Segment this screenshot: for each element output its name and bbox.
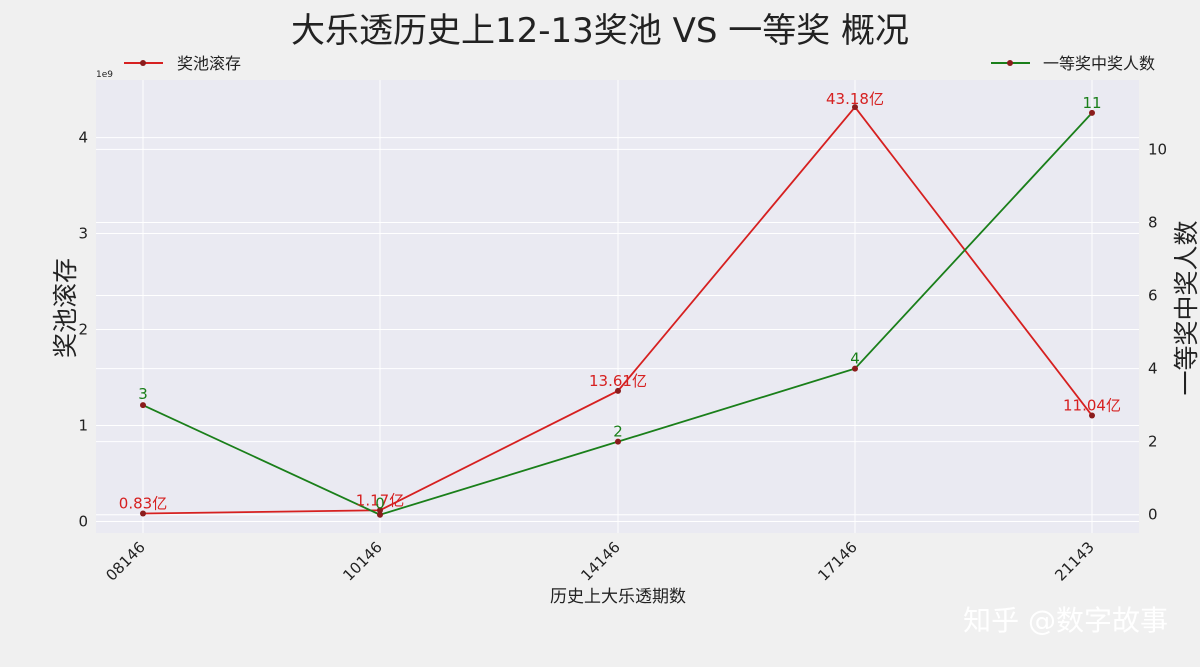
data-point bbox=[140, 402, 146, 409]
y-left-tick-label: 0 bbox=[78, 512, 88, 530]
x-tick-label: 21143 bbox=[1051, 538, 1097, 584]
y-left-tick-label: 2 bbox=[78, 321, 88, 339]
data-label: 0.83亿 bbox=[119, 495, 167, 513]
data-label: 3 bbox=[138, 385, 148, 403]
data-label: 0 bbox=[375, 495, 385, 513]
legend-marker-pool bbox=[140, 60, 146, 66]
data-point bbox=[1089, 109, 1095, 116]
data-point bbox=[852, 104, 858, 111]
series-group bbox=[140, 104, 1095, 518]
y-right-tick-label: 10 bbox=[1148, 140, 1167, 158]
y-left-exponent: 1e9 bbox=[96, 70, 113, 80]
x-tick-label: 14146 bbox=[577, 538, 623, 584]
data-point bbox=[852, 365, 858, 372]
y-right-tick-label: 2 bbox=[1148, 433, 1158, 451]
legend-marker-winners bbox=[1007, 60, 1013, 66]
data-point bbox=[377, 511, 383, 518]
data-point bbox=[615, 438, 621, 445]
y-right-tick-label: 8 bbox=[1148, 213, 1158, 231]
data-labels: 0.83亿 1.17亿 13.61亿 43.18亿 11.04亿 3 0 2 4 11 bbox=[119, 90, 1121, 513]
y-right-label: 一等奖中奖人数 bbox=[1172, 220, 1200, 395]
data-label: 4 bbox=[850, 350, 860, 368]
data-label: 1.17亿 bbox=[356, 491, 404, 509]
data-label: 13.61亿 bbox=[589, 372, 647, 390]
data-label: 11 bbox=[1082, 94, 1101, 112]
x-tick-label: 08146 bbox=[102, 538, 148, 584]
data-point bbox=[140, 510, 146, 517]
data-point bbox=[1089, 412, 1095, 419]
y-left-tick-label: 4 bbox=[78, 129, 88, 147]
watermark: 知乎 @数字故事 bbox=[963, 604, 1168, 637]
y-right-tick-label: 6 bbox=[1148, 287, 1158, 305]
grid bbox=[96, 80, 1139, 533]
y-left-tick-label: 3 bbox=[78, 225, 88, 243]
legend-right: 一等奖中奖人数 bbox=[991, 54, 1155, 73]
data-label: 11.04亿 bbox=[1063, 397, 1121, 415]
y-right-tick-label: 4 bbox=[1148, 360, 1158, 378]
data-point bbox=[377, 507, 383, 514]
legend-label-winners: 一等奖中奖人数 bbox=[1043, 54, 1155, 73]
data-label: 43.18亿 bbox=[826, 90, 884, 108]
data-label: 2 bbox=[613, 423, 623, 441]
y-left-label: 奖池滚存 bbox=[51, 258, 80, 358]
x-tick-label: 10146 bbox=[339, 538, 385, 584]
x-axis-label: 历史上大乐透期数 bbox=[550, 587, 686, 607]
chart-title: 大乐透历史上12-13奖池 VS 一等奖 概况 bbox=[291, 11, 909, 51]
x-tick-label: 17146 bbox=[814, 538, 860, 584]
y-right-tick-label: 0 bbox=[1148, 506, 1158, 524]
y-left-tick-label: 1 bbox=[78, 417, 88, 435]
legend-left: 奖池滚存 bbox=[124, 54, 241, 73]
data-point bbox=[615, 387, 621, 394]
legend-label-pool: 奖池滚存 bbox=[177, 54, 241, 73]
